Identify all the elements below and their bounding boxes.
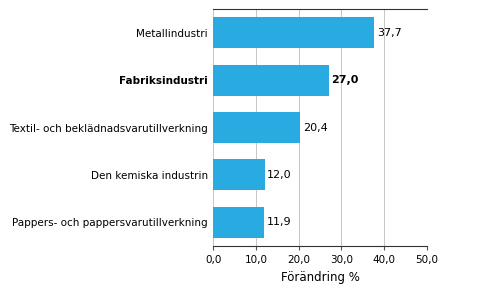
Bar [213,17,374,48]
Text: 37,7: 37,7 [376,28,401,38]
Bar [213,65,328,95]
Text: 12,0: 12,0 [267,170,291,180]
Bar [213,207,264,238]
Bar [213,160,264,190]
Text: 20,4: 20,4 [302,122,327,133]
X-axis label: Förändring %: Förändring % [280,271,359,284]
Bar [213,112,300,143]
Text: 11,9: 11,9 [266,217,291,227]
Text: 27,0: 27,0 [331,75,358,85]
